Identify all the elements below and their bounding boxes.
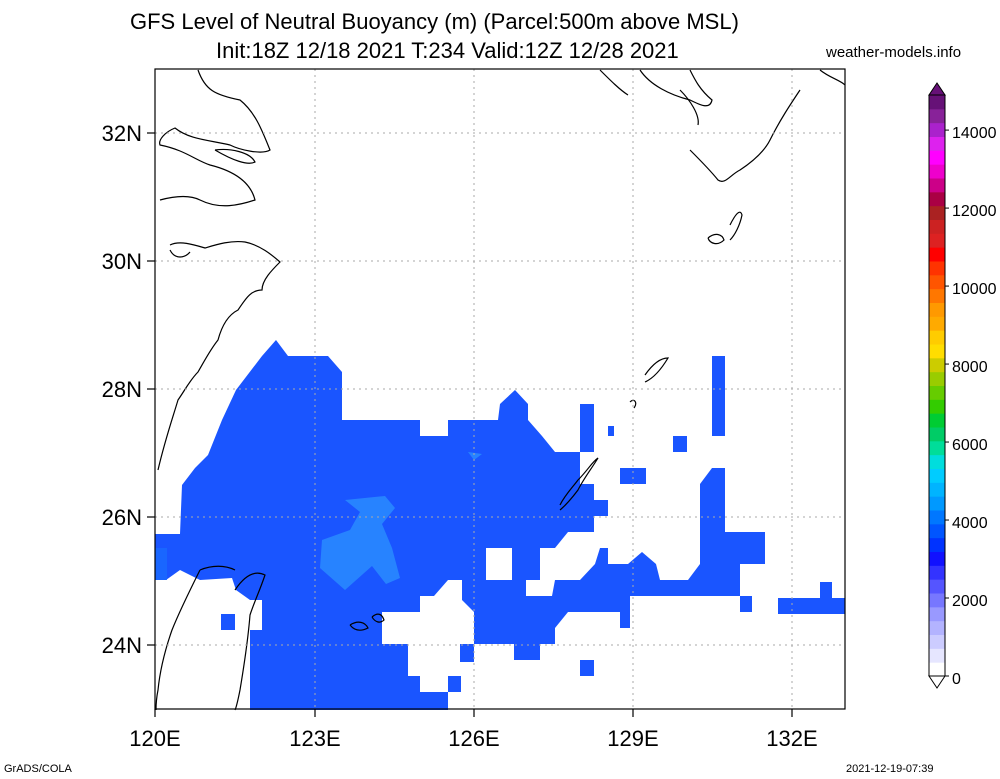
colorbar-swatch [929, 579, 945, 594]
colorbar-label-8000: 8000 [952, 359, 988, 376]
colorbar-swatch [929, 634, 945, 649]
footer-right: 2021-12-19-07:39 [846, 763, 934, 775]
no-data-holes [250, 548, 512, 644]
colorbar-swatch [929, 150, 945, 165]
colorbar-swatch [929, 247, 945, 262]
colorbar-swatch [929, 316, 945, 331]
colorbar-swatch [929, 261, 945, 276]
colorbar-swatch [929, 344, 945, 359]
colorbar [928, 82, 949, 689]
colorbar-max-arrow [928, 82, 946, 96]
colorbar-swatch [929, 454, 945, 469]
lon-label-132e: 132E [766, 726, 817, 751]
colorbar-label-4000: 4000 [952, 515, 988, 532]
colorbar-swatch [929, 537, 945, 552]
colorbar-label-14000: 14000 [952, 125, 997, 142]
buoyancy-field-higher [155, 452, 482, 590]
colorbar-swatch [929, 302, 945, 317]
colorbar-swatch [929, 357, 945, 373]
colorbar-swatch [929, 551, 945, 566]
colorbar-swatch [929, 371, 945, 386]
colorbar-swatch [929, 399, 945, 414]
colorbar-label-12000: 12000 [952, 203, 997, 220]
colorbar-swatch [929, 510, 945, 525]
colorbar-swatch [929, 482, 945, 497]
colorbar-frame [928, 94, 946, 677]
lon-label-120e: 120E [129, 726, 180, 751]
colorbar-swatch [929, 164, 945, 179]
colorbar-swatch [929, 523, 945, 539]
buoyancy-field [155, 340, 845, 710]
colorbar-swatch [929, 593, 945, 608]
lat-label-24n: 24N [102, 633, 142, 658]
colorbar-swatch [929, 122, 945, 137]
colorbar-swatch [929, 440, 945, 456]
grid-lines [155, 69, 845, 709]
lon-label-123e: 123E [289, 726, 340, 751]
lat-label-26n: 26N [102, 505, 142, 530]
colorbar-label-2000: 2000 [952, 593, 988, 610]
map-subtitle: Init:18Z 12/18 2021 T:234 Valid:12Z 12/2… [216, 38, 679, 63]
footer-left: GrADS/COLA [4, 763, 72, 775]
colorbar-swatch [929, 330, 945, 345]
lon-label-126e: 126E [448, 726, 499, 751]
colorbar-swatch [929, 136, 945, 151]
colorbar-swatch [929, 606, 945, 622]
map-title: GFS Level of Neutral Buoyancy (m) (Parce… [130, 9, 739, 34]
colorbar-label-6000: 6000 [952, 437, 988, 454]
colorbar-label-10000: 10000 [952, 281, 997, 298]
coastlines [155, 69, 846, 711]
colorbar-swatch [929, 274, 945, 290]
colorbar-swatch [929, 662, 945, 677]
colorbar-swatch [929, 427, 945, 442]
colorbar-swatch [929, 108, 945, 124]
colorbar-swatch [929, 413, 945, 428]
lat-label-32n: 32N [102, 121, 142, 146]
colorbar-swatch [929, 233, 945, 248]
colorbar-swatch [929, 620, 945, 635]
axis-ticks [147, 132, 793, 717]
colorbar-label-0: 0 [952, 671, 961, 688]
colorbar-swatch [929, 219, 945, 234]
colorbar-swatch [929, 648, 945, 663]
colorbar-swatch [929, 191, 945, 207]
lat-label-28n: 28N [102, 377, 142, 402]
colorbar-min-arrow [928, 675, 946, 689]
lon-label-129e: 129E [607, 726, 658, 751]
colorbar-swatch [929, 95, 945, 110]
colorbar-swatch [929, 565, 945, 580]
colorbar-swatch [929, 468, 945, 483]
colorbar-swatch [929, 178, 945, 193]
credit-text: weather-models.info [826, 44, 962, 61]
lat-label-30n: 30N [102, 249, 142, 274]
colorbar-swatch [929, 288, 945, 303]
colorbar-swatch [929, 385, 945, 400]
colorbar-swatch [929, 205, 945, 220]
colorbar-swatch [929, 496, 945, 511]
